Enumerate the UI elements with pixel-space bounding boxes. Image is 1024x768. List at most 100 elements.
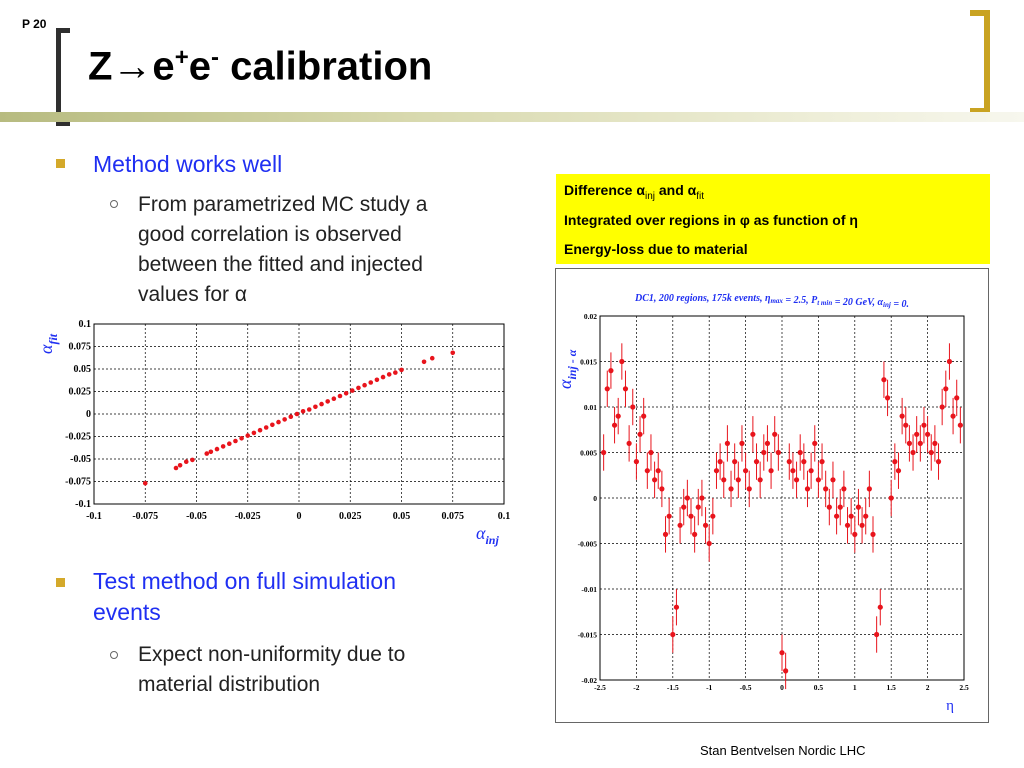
note-sub: inj — [644, 190, 655, 202]
data-point — [386, 372, 392, 377]
x-tick-label: -0.05 — [186, 511, 207, 522]
y-tick-label: 0.005 — [580, 449, 597, 458]
x-tick-label: -1.5 — [667, 683, 679, 692]
sub-bullet-mc-study: From parametrized MC study a good correl… — [138, 190, 427, 310]
data-point — [863, 513, 869, 519]
data-point — [673, 604, 680, 610]
data-point — [724, 440, 730, 446]
data-point — [728, 486, 734, 492]
data-point — [943, 386, 949, 392]
footer-author: Stan Bentvelsen Nordic LHC — [700, 743, 866, 758]
title-prefix: Z→e — [88, 44, 175, 89]
data-point — [881, 377, 887, 383]
data-point — [601, 449, 607, 456]
data-point — [914, 431, 920, 437]
data-point — [954, 395, 960, 401]
data-point — [939, 404, 945, 410]
x-tick-label: -0.1 — [86, 511, 102, 522]
data-point — [350, 388, 355, 393]
data-point — [855, 504, 862, 510]
sub-bullet-line: between the fitted and injected — [138, 253, 423, 276]
data-point — [257, 427, 263, 433]
data-point — [793, 477, 800, 483]
data-point — [637, 431, 643, 437]
data-point — [239, 436, 244, 441]
left-bracket-decoration — [56, 28, 70, 126]
data-point — [804, 486, 811, 492]
bullet-method-works: Method works well — [93, 151, 283, 177]
data-point — [874, 631, 880, 638]
data-point — [841, 486, 847, 492]
note-text: Difference α — [564, 182, 645, 198]
y-tick-label: 0.01 — [584, 403, 597, 412]
data-point — [626, 440, 632, 446]
title-mid: e — [188, 44, 211, 89]
data-point — [834, 513, 840, 519]
bullet-square-icon — [56, 578, 65, 587]
x-tick-label: 0.5 — [814, 683, 824, 692]
data-point — [204, 451, 210, 456]
data-point — [450, 350, 456, 356]
y-tick-label: 0.075 — [69, 342, 92, 353]
data-point — [772, 431, 778, 437]
data-point — [848, 513, 854, 519]
y-tick-label: -0.015 — [578, 631, 598, 640]
bullet-line: Test method on full simulation — [93, 568, 396, 594]
sub-bullet-line: values for α — [138, 283, 248, 306]
x-tick-label: 0.05 — [393, 511, 411, 522]
sub-bullet-line: Expect non-uniformity due to — [138, 643, 406, 666]
data-point — [692, 531, 698, 537]
data-point — [429, 355, 435, 361]
data-point — [190, 457, 195, 463]
data-point — [917, 440, 923, 446]
data-point — [220, 444, 226, 449]
data-point — [608, 368, 614, 374]
chart-alpha-diff-vs-eta: -2.5 -2 -1.5 -1 -0.5 0 0.5 1 1.5 2 2.5 0.02 0.015 0.0… — [556, 293, 969, 714]
data-point — [662, 531, 669, 537]
data-point — [306, 407, 312, 412]
data-point — [783, 668, 789, 674]
data-point — [928, 449, 934, 456]
data-point — [903, 422, 909, 428]
y-tick-label: 0.025 — [69, 387, 92, 398]
data-point — [399, 367, 404, 373]
data-point — [142, 481, 148, 486]
note-sub: fit — [696, 190, 705, 202]
sub-bullet-line: material distribution — [138, 673, 321, 696]
data-point — [768, 468, 774, 474]
data-point — [706, 540, 712, 547]
data-point — [819, 459, 825, 465]
data-point — [331, 396, 337, 401]
x-tick-label: -0.075 — [132, 511, 158, 522]
data-point — [294, 411, 300, 417]
data-point — [288, 414, 294, 419]
data-point — [925, 431, 931, 437]
data-point — [655, 468, 661, 474]
data-point — [325, 399, 331, 404]
data-point — [775, 449, 781, 456]
data-point — [750, 431, 756, 437]
data-point — [681, 504, 687, 510]
data-point — [826, 504, 832, 510]
y-tick-label: -0.025 — [65, 432, 91, 443]
title-sup1: + — [174, 44, 189, 71]
data-point — [764, 440, 771, 446]
data-point — [946, 358, 953, 365]
x-tick-label: 2 — [926, 683, 930, 692]
y-tick-label: -0.005 — [578, 540, 598, 549]
data-point — [790, 468, 796, 474]
data-point — [892, 459, 898, 465]
sub-bullet-ring-icon — [110, 200, 118, 208]
data-point — [710, 513, 716, 519]
data-point — [812, 440, 818, 446]
data-point — [276, 419, 281, 425]
note-integrated: Integrated over regions in φ as function… — [564, 212, 858, 228]
right-bracket-decoration — [970, 10, 990, 114]
data-point — [666, 513, 672, 519]
data-point — [906, 440, 912, 446]
data-point — [282, 417, 287, 422]
data-point — [899, 413, 905, 419]
data-point — [877, 604, 883, 610]
data-point — [921, 422, 927, 428]
data-point — [888, 495, 894, 501]
